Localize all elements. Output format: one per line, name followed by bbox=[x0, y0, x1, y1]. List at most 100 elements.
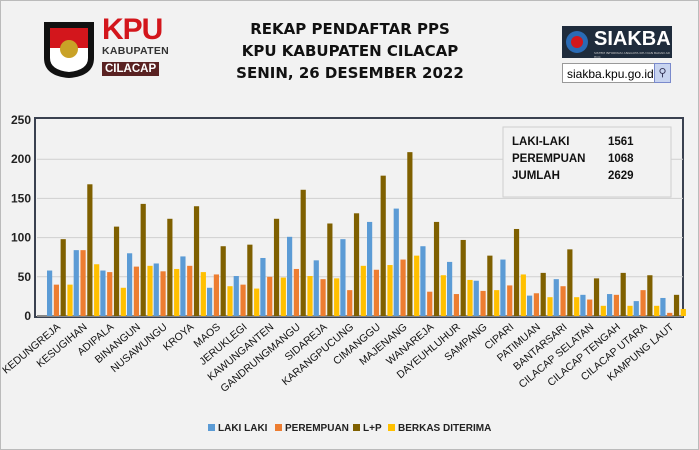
bar-perempuan-dayeuhluhur bbox=[453, 294, 459, 316]
bar-berkas-diterima-nusawungu bbox=[174, 268, 180, 316]
bar-laki-laki-cilacap-utara bbox=[633, 301, 639, 316]
bar-l-p-kroya bbox=[193, 206, 200, 316]
bar-l-p-adipala bbox=[113, 226, 120, 316]
bar-berkas-diterima-cilacap-selatan bbox=[600, 305, 606, 316]
summary-label: PEREMPUAN bbox=[512, 153, 585, 165]
bar-l-p-majenang bbox=[407, 152, 413, 316]
bar-laki-laki-cimanggu bbox=[367, 221, 373, 316]
bar-berkas-diterima-cimanggu bbox=[387, 265, 393, 316]
summary-label: JUMLAH bbox=[512, 170, 560, 182]
bar-berkas-diterima-cipari bbox=[520, 274, 526, 316]
bar-laki-laki-binangun bbox=[127, 253, 133, 316]
bar-perempuan-sampang bbox=[480, 290, 486, 316]
bar-berkas-diterima-sidareja bbox=[334, 278, 340, 316]
y-tick-label: 250 bbox=[11, 113, 31, 127]
bar-berkas-diterima-gandrungmangu bbox=[307, 276, 313, 316]
legend-swatch bbox=[208, 424, 215, 431]
legend-swatch bbox=[388, 424, 395, 431]
y-tick-label: 150 bbox=[11, 191, 31, 205]
bar-l-p-kampung-laut bbox=[673, 294, 680, 316]
bar-berkas-diterima-kampung-laut bbox=[680, 308, 686, 316]
bar-perempuan-jeruklegi bbox=[240, 284, 246, 316]
bar-berkas-diterima-kroya bbox=[200, 272, 206, 316]
bar-l-p-jeruklegi bbox=[247, 244, 253, 316]
bar-perempuan-binangun bbox=[133, 266, 139, 316]
bar-l-p-nusawungu bbox=[167, 218, 173, 316]
bar-laki-laki-gandrungmangu bbox=[287, 236, 293, 316]
bar-laki-laki-adipala bbox=[100, 270, 106, 316]
bar-berkas-diterima-kedungreja bbox=[67, 284, 73, 316]
bar-laki-laki-cipari bbox=[500, 259, 506, 316]
bar-berkas-diterima-dayeuhluhur bbox=[467, 279, 473, 316]
bar-berkas-diterima-karangpucung bbox=[360, 265, 366, 316]
bar-berkas-diterima-kesugihan bbox=[94, 264, 100, 316]
bar-laki-laki-cilacap-selatan bbox=[580, 294, 586, 316]
y-tick-label: 0 bbox=[24, 309, 31, 323]
bar-laki-laki-wanareja bbox=[420, 246, 426, 316]
bar-perempuan-cilacap-selatan bbox=[587, 299, 593, 316]
bar-l-p-dayeuhluhur bbox=[460, 239, 466, 316]
bar-l-p-gandrungmangu bbox=[300, 189, 306, 316]
bar-perempuan-wanareja bbox=[427, 291, 433, 316]
bar-l-p-cilacap-selatan bbox=[593, 278, 600, 316]
bar-perempuan-maos bbox=[213, 274, 219, 316]
bar-berkas-diterima-jeruklegi bbox=[254, 288, 260, 316]
bar-laki-laki-kampung-laut bbox=[660, 297, 666, 316]
bar-perempuan-cipari bbox=[507, 285, 513, 316]
bar-l-p-cimanggu bbox=[380, 175, 386, 316]
bar-laki-laki-majenang bbox=[393, 208, 399, 316]
bar-l-p-maos bbox=[220, 246, 226, 316]
siakba-url-field[interactable]: siakba.kpu.go.id bbox=[562, 63, 670, 83]
legend-label: BERKAS DITERIMA bbox=[398, 423, 491, 434]
search-icon[interactable]: ⚲ bbox=[654, 63, 671, 83]
bar-l-p-wanareja bbox=[433, 221, 440, 316]
legend-label: L+P bbox=[363, 423, 382, 434]
bar-berkas-diterima-cilacap-utara bbox=[654, 305, 660, 316]
bar-l-p-binangun bbox=[140, 203, 146, 316]
bar-laki-laki-patimuan bbox=[527, 295, 533, 316]
summary-value: 1561 bbox=[608, 136, 634, 148]
bar-laki-laki-sidareja bbox=[313, 260, 319, 316]
bar-l-p-kedungreja bbox=[60, 239, 66, 316]
bar-perempuan-karangpucung bbox=[347, 290, 353, 316]
summary-label: LAKI-LAKI bbox=[512, 136, 570, 148]
bar-perempuan-kampung-laut bbox=[667, 312, 673, 316]
bar-l-p-patimuan bbox=[540, 272, 546, 316]
bar-perempuan-bantarsari bbox=[560, 286, 566, 316]
legend-swatch bbox=[275, 424, 282, 431]
bar-l-p-bantarsari bbox=[567, 249, 573, 316]
bar-berkas-diterima-cilacap-tengah bbox=[627, 305, 633, 316]
summary-box bbox=[502, 126, 672, 198]
legend-label: PEREMPUAN bbox=[285, 423, 349, 434]
bar-laki-laki-cilacap-tengah bbox=[607, 294, 613, 316]
y-tick-label: 200 bbox=[11, 152, 31, 166]
bar-perempuan-cilacap-utara bbox=[640, 290, 646, 316]
bar-perempuan-kedungreja bbox=[53, 284, 59, 316]
bar-berkas-diterima-maos bbox=[227, 286, 233, 316]
bar-l-p-karangpucung bbox=[353, 213, 360, 316]
bar-laki-laki-karangpucung bbox=[340, 239, 346, 316]
legend-swatch bbox=[353, 424, 360, 431]
y-tick-label: 50 bbox=[18, 270, 32, 284]
bar-perempuan-nusawungu bbox=[160, 271, 166, 316]
bar-l-p-cipari bbox=[513, 228, 520, 316]
bar-laki-laki-maos bbox=[207, 287, 213, 316]
bar-l-p-kawunganten bbox=[273, 218, 280, 316]
y-tick-label: 100 bbox=[11, 231, 31, 245]
bar-perempuan-patimuan bbox=[533, 293, 539, 316]
bar-berkas-diterima-adipala bbox=[120, 287, 126, 316]
bar-laki-laki-jeruklegi bbox=[233, 276, 239, 316]
bar-laki-laki-nusawungu bbox=[153, 263, 159, 316]
bar-laki-laki-kawunganten bbox=[260, 257, 266, 316]
summary-value: 1068 bbox=[608, 153, 634, 165]
summary-value: 2629 bbox=[608, 170, 634, 182]
bar-berkas-diterima-binangun bbox=[147, 265, 153, 316]
bar-l-p-cilacap-tengah bbox=[620, 272, 626, 316]
bar-perempuan-sidareja bbox=[320, 279, 326, 316]
bar-laki-laki-sampang bbox=[473, 280, 479, 316]
bar-l-p-kesugihan bbox=[87, 184, 93, 316]
kpu-seal-logo bbox=[44, 22, 94, 78]
bar-berkas-diterima-patimuan bbox=[547, 297, 553, 316]
bar-berkas-diterima-bantarsari bbox=[574, 297, 580, 316]
